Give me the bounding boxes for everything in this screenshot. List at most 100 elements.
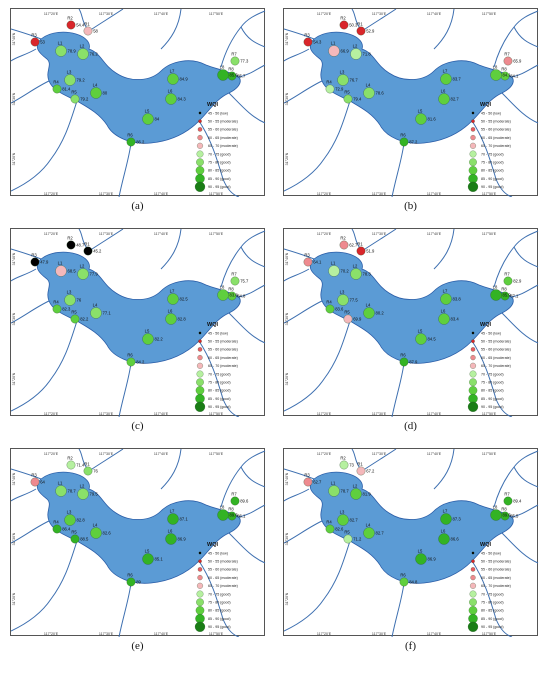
legend-item-label: 55 - 60 (moderate) [208,128,238,132]
station-marker-l8[interactable] [490,69,502,81]
station-marker-r7[interactable] [503,56,513,66]
station-marker-r2[interactable] [66,460,76,470]
station-marker-l2[interactable] [350,488,362,500]
station-id-label: R6 [127,133,133,138]
station-marker-r3[interactable] [303,37,313,47]
station-marker-l4[interactable] [90,527,102,539]
station-marker-r2[interactable] [339,240,349,250]
station-marker-l8[interactable] [217,289,229,301]
station-marker-r7[interactable] [230,56,240,66]
station-marker-r1[interactable] [83,466,93,476]
station-marker-l1[interactable] [55,485,67,497]
station-marker-r1[interactable] [83,246,93,256]
station-marker-r6[interactable] [126,577,136,587]
station-marker-l2[interactable] [350,48,362,60]
station-marker-l4[interactable] [363,87,375,99]
wqi-legend: WQI 45 - 50 (low) 50 - 55 (moderate) 55 - 6… [194,322,238,412]
station-marker-r1[interactable] [83,26,93,36]
station-marker-l8[interactable] [217,509,229,521]
legend-item-label: 70 - 75 (good) [208,372,231,376]
station-marker-r5[interactable] [343,314,353,324]
station-marker-l5[interactable] [142,333,154,345]
station-marker-r1[interactable] [356,246,366,256]
station-marker-r7[interactable] [503,496,513,506]
station-marker-r5[interactable] [343,534,353,544]
station-marker-l1[interactable] [328,265,340,277]
station-id-label: R1 [84,22,90,27]
station-marker-r1[interactable] [356,466,366,476]
station-marker-l7[interactable] [167,73,179,85]
station-id-label: R7 [504,492,510,497]
map-frame: 117°20'E 117°20'E 117°30'E 117°30'E 117°40'E… [10,228,266,417]
station-marker-l1[interactable] [328,485,340,497]
station-marker-l5[interactable] [415,553,427,565]
station-marker-r2[interactable] [66,20,76,30]
station-marker-l4[interactable] [363,307,375,319]
station-marker-l6[interactable] [165,313,177,325]
station-marker-l8[interactable] [217,69,229,81]
station-marker-l6[interactable] [438,533,450,545]
station-marker-r2[interactable] [66,240,76,250]
station-marker-r6[interactable] [399,577,409,587]
station-marker-l6[interactable] [438,93,450,105]
station-marker-r4[interactable] [325,524,335,534]
station-marker-r6[interactable] [126,357,136,367]
station-marker-l5[interactable] [142,553,154,565]
wqi-value-label: 82.3 [62,307,71,312]
station-marker-r4[interactable] [52,304,62,314]
station-marker-l6[interactable] [438,313,450,325]
station-marker-l7[interactable] [440,513,452,525]
station-marker-r2[interactable] [339,460,349,470]
station-marker-l1[interactable] [328,45,340,57]
station-marker-l1[interactable] [55,45,67,57]
station-marker-l3[interactable] [337,74,349,86]
station-marker-l4[interactable] [90,87,102,99]
station-marker-l3[interactable] [64,74,76,86]
station-marker-r7[interactable] [503,276,513,286]
station-marker-l2[interactable] [350,268,362,280]
station-marker-r5[interactable] [70,94,80,104]
station-marker-r1[interactable] [356,26,366,36]
station-marker-l6[interactable] [165,533,177,545]
station-marker-r6[interactable] [399,357,409,367]
station-marker-l7[interactable] [167,513,179,525]
station-marker-l2[interactable] [77,488,89,500]
station-marker-l3[interactable] [64,294,76,306]
station-marker-l2[interactable] [77,48,89,60]
station-marker-r2[interactable] [339,20,349,30]
station-marker-r4[interactable] [325,304,335,314]
station-marker-l3[interactable] [337,514,349,526]
station-marker-r4[interactable] [325,84,335,94]
station-marker-l7[interactable] [167,293,179,305]
station-marker-r4[interactable] [52,84,62,94]
station-marker-r6[interactable] [126,137,136,147]
station-marker-r5[interactable] [343,94,353,104]
station-marker-l8[interactable] [490,509,502,521]
station-marker-r6[interactable] [399,137,409,147]
wqi-value-label: 71.4 [76,463,85,468]
station-marker-l8[interactable] [490,289,502,301]
station-marker-l5[interactable] [142,113,154,125]
station-marker-r7[interactable] [230,496,240,506]
station-marker-l7[interactable] [440,73,452,85]
station-marker-r3[interactable] [30,257,40,267]
station-marker-r5[interactable] [70,314,80,324]
station-marker-l5[interactable] [415,333,427,345]
station-marker-l4[interactable] [90,307,102,319]
station-marker-r5[interactable] [70,534,80,544]
station-marker-l5[interactable] [415,113,427,125]
station-marker-l3[interactable] [337,294,349,306]
station-marker-l4[interactable] [363,527,375,539]
station-marker-r3[interactable] [30,477,40,487]
station-marker-l3[interactable] [64,514,76,526]
station-marker-r3[interactable] [303,257,313,267]
station-marker-l2[interactable] [77,268,89,280]
station-marker-r3[interactable] [30,37,40,47]
station-marker-l6[interactable] [165,93,177,105]
station-marker-r7[interactable] [230,276,240,286]
legend-swatch [471,119,475,123]
station-marker-r4[interactable] [52,524,62,534]
station-marker-r3[interactable] [303,477,313,487]
station-marker-l7[interactable] [440,293,452,305]
station-marker-l1[interactable] [55,265,67,277]
